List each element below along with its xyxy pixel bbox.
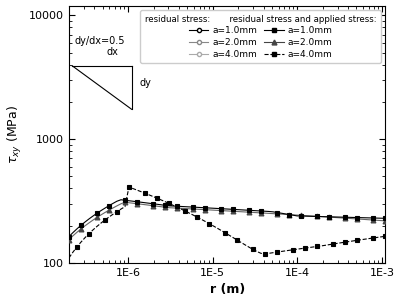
Text: dx: dx [107,47,119,57]
X-axis label: r (m): r (m) [210,284,245,297]
Y-axis label: $\tau_{xy}$ (MPa): $\tau_{xy}$ (MPa) [6,105,24,164]
Text: dy: dy [140,79,152,88]
Text: dy/dx=0.5: dy/dx=0.5 [74,36,125,46]
Legend: a=1.0mm, a=2.0mm, a=4.0mm, a=1.0mm, a=2.0mm, a=4.0mm: a=1.0mm, a=2.0mm, a=4.0mm, a=1.0mm, a=2.… [140,10,381,63]
